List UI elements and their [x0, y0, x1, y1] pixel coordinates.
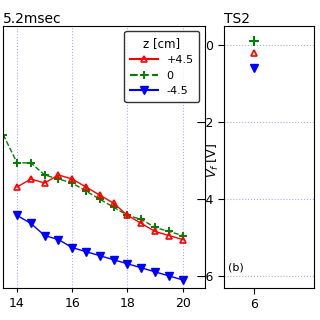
Text: (b): (b): [228, 262, 244, 272]
Text: 5.2msec: 5.2msec: [3, 12, 62, 26]
Text: $V_f$ [V]: $V_f$ [V]: [205, 142, 221, 178]
Text: TS2: TS2: [224, 12, 250, 26]
Legend: +4.5, 0, -4.5: +4.5, 0, -4.5: [124, 31, 199, 102]
